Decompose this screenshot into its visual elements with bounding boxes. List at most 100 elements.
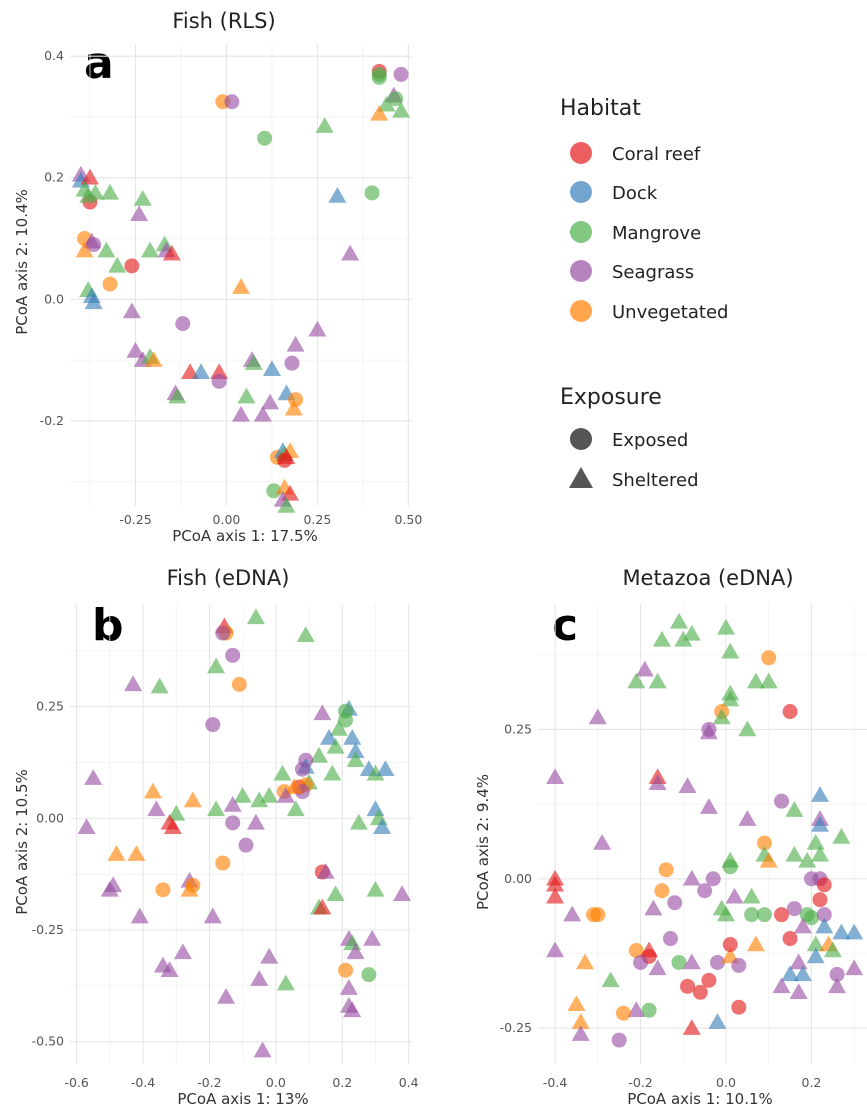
data-point-unvegetated-exposed <box>761 650 777 666</box>
data-point-unvegetated-sheltered <box>127 845 146 861</box>
data-point-mangrove-sheltered <box>346 751 365 768</box>
data-point-dock-sheltered <box>376 760 395 776</box>
data-point-seagrass-sheltered <box>725 887 744 904</box>
data-point-seagrass-sheltered <box>316 862 335 879</box>
data-point-coral-reef-exposed <box>722 937 738 953</box>
data-point-seagrass-sheltered <box>232 405 250 422</box>
data-point-unvegetated-exposed <box>590 907 606 923</box>
legend-label-dock: Dock <box>612 183 658 204</box>
data-point-mangrove-sheltered <box>349 813 368 830</box>
data-point-unvegetated-exposed <box>628 942 644 958</box>
y-tick-label: -0.2 <box>40 413 64 428</box>
data-point-seagrass-exposed <box>284 355 300 371</box>
data-point-mangrove-sheltered <box>101 183 120 200</box>
panel-c: Metazoa (eDNA) c -0.4 -0.2 0.0 0.2 -0.25 0.00… <box>474 566 867 1108</box>
legend-label-seagrass: Seagrass <box>612 262 694 283</box>
data-point-mangrove-sheltered <box>738 720 757 737</box>
data-point-mangrove-sheltered <box>682 624 701 641</box>
data-point-dock-sheltered <box>84 293 103 310</box>
legend-habitat-title: Habitat <box>560 96 641 121</box>
data-point-seagrass-sheltered <box>124 675 143 692</box>
data-point-dock-sheltered <box>845 923 864 940</box>
data-point-dock-sheltered <box>793 965 812 982</box>
data-point-seagrass-exposed <box>225 647 241 663</box>
data-point-seagrass-sheltered <box>147 800 166 817</box>
data-point-seagrass-sheltered <box>588 708 607 725</box>
x-tick-label: -0.25 <box>119 512 151 527</box>
data-point-mangrove-sheltered <box>246 608 265 625</box>
panel-b-letter: b <box>92 600 124 651</box>
y-tick-label: 0.0 <box>44 291 64 306</box>
data-point-seagrass-exposed <box>393 66 409 82</box>
data-point-seagrass-exposed <box>225 815 241 831</box>
panel-a-xlabel: PCoA axis 1: 17.5% <box>172 527 318 545</box>
data-point-mangrove-sheltered <box>207 657 226 674</box>
panel-c-letter: c <box>552 600 578 651</box>
data-point-unvegetated-sheltered <box>232 278 250 294</box>
data-point-coral-reef-sheltered <box>81 168 100 185</box>
data-point-coral-reef-exposed <box>782 704 798 720</box>
data-point-coral-reef-exposed <box>731 999 747 1015</box>
legend-label-exposed: Exposed <box>612 430 688 451</box>
data-point-dock-sheltered <box>806 947 825 964</box>
data-point-mangrove-exposed <box>671 954 687 970</box>
data-point-coral-reef-sheltered <box>163 818 182 835</box>
data-point-unvegetated-exposed <box>215 855 231 871</box>
data-point-mangrove-sheltered <box>366 880 385 897</box>
data-point-unvegetated-sheltered <box>183 791 202 808</box>
data-point-mangrove-sheltered <box>366 764 385 781</box>
data-point-dock-sheltered <box>373 818 392 835</box>
data-point-seagrass-sheltered <box>682 869 701 886</box>
data-point-mangrove-sheltered <box>168 387 187 404</box>
data-point-seagrass-sheltered <box>635 660 654 677</box>
data-point-seagrass-sheltered <box>130 205 149 221</box>
data-point-seagrass-sheltered <box>253 1041 272 1058</box>
panel-a-grid <box>70 44 412 506</box>
data-point-seagrass-sheltered <box>77 818 96 835</box>
panel-b-ticks: -0.6 -0.4 -0.2 0.0 0.2 0.4 -0.50 -0.25 0.00 0.25 <box>32 699 419 1090</box>
y-tick-label: 0.2 <box>44 170 64 185</box>
x-tick-label: -0.2 <box>197 1075 221 1090</box>
data-point-mangrove-sheltered <box>326 885 345 902</box>
data-point-coral-reef-sheltered <box>682 1019 701 1035</box>
data-point-seagrass-sheltered <box>772 977 791 994</box>
y-tick-label: 0.4 <box>44 48 64 63</box>
data-point-coral-reef-sheltered <box>162 244 181 261</box>
x-tick-label: 0.2 <box>802 1075 822 1090</box>
x-tick-label: 0.0 <box>266 1075 286 1090</box>
data-point-mangrove-sheltered <box>310 746 329 763</box>
y-tick-label: 0.00 <box>36 810 64 825</box>
data-point-mangrove-sheltered <box>277 497 296 513</box>
data-point-unvegetated-sheltered <box>746 935 765 952</box>
data-point-seagrass-sheltered <box>276 787 295 803</box>
data-point-dock-sheltered <box>366 800 385 817</box>
x-tick-label: -0.2 <box>628 1075 652 1090</box>
data-point-seagrass-sheltered <box>627 1001 646 1017</box>
data-point-seagrass-sheltered <box>738 810 757 826</box>
data-point-coral-reef-exposed <box>680 978 696 994</box>
data-point-coral-reef-exposed <box>692 984 708 1000</box>
data-point-mangrove-sheltered <box>296 626 315 643</box>
data-point-mangrove-sheltered <box>806 935 825 952</box>
legend-label-unvegetated: Unvegetated <box>612 302 728 323</box>
data-point-mangrove-sheltered <box>721 690 740 707</box>
data-point-unvegetated-exposed <box>231 676 247 692</box>
data-point-dock-sheltered <box>191 363 210 380</box>
legend-swatch-unvegetated <box>570 300 592 322</box>
data-point-seagrass-sheltered <box>313 704 332 721</box>
data-point-dock-sheltered <box>832 923 851 940</box>
data-point-seagrass-sheltered <box>546 768 565 784</box>
data-point-seagrass-exposed <box>86 237 102 253</box>
data-point-seagrass-sheltered <box>100 880 119 897</box>
data-point-seagrass-sheltered <box>648 774 667 790</box>
data-point-mangrove-sheltered <box>806 833 825 850</box>
data-point-seagrass-sheltered <box>286 335 305 352</box>
y-tick-label: -0.25 <box>500 1020 532 1035</box>
data-point-seagrass-sheltered <box>261 393 280 410</box>
data-point-mangrove-sheltered <box>832 827 851 844</box>
panel-c-ticks: -0.4 -0.2 0.0 0.2 -0.25 0.00 0.25 <box>500 721 822 1090</box>
data-point-seagrass-sheltered <box>346 943 365 960</box>
data-point-seagrass-exposed <box>786 901 802 917</box>
data-point-seagrass-sheltered <box>789 953 808 970</box>
